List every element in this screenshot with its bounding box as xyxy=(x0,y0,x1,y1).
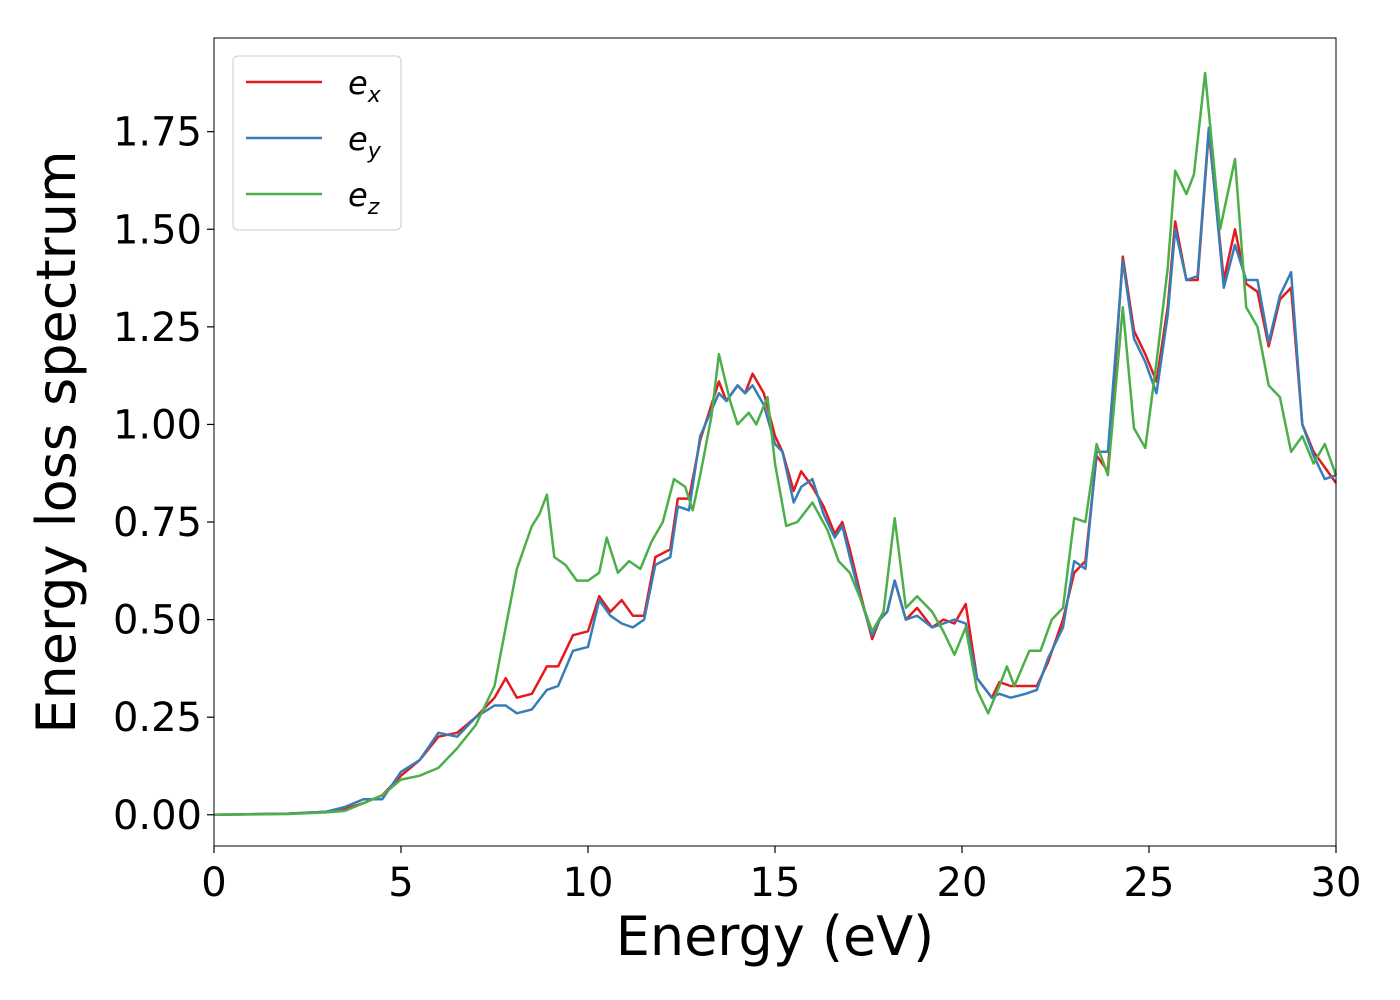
x-tick-label: 5 xyxy=(388,860,413,906)
y-axis: 0.00 0.25 0.50 0.75 1.00 1.25 1.50 1.75 xyxy=(113,110,214,839)
legend: ex ey ez xyxy=(232,55,402,231)
series-line-y xyxy=(213,126,1337,817)
y-tick-label: 0.50 xyxy=(113,598,202,644)
legend-label-x: ex xyxy=(348,64,382,108)
x-tick-label: 10 xyxy=(563,860,614,906)
x-tick-label: 20 xyxy=(937,860,988,906)
x-axis: 0 5 10 15 20 25 30 xyxy=(201,846,1361,906)
y-tick-label: 1.75 xyxy=(113,110,202,156)
x-axis-label: Energy (eV) xyxy=(616,905,935,968)
series-line-z xyxy=(213,71,1338,817)
series-layer xyxy=(213,71,1338,817)
y-tick-label: 0.00 xyxy=(113,793,202,839)
y-axis-label: Energy loss spectrum xyxy=(25,150,88,733)
x-tick-label: 0 xyxy=(201,860,226,906)
y-tick-label: 1.00 xyxy=(113,402,202,448)
y-tick-label: 0.75 xyxy=(113,500,202,546)
x-tick-label: 15 xyxy=(750,860,801,906)
legend-label-y: ey xyxy=(348,120,382,164)
legend-label-z: ez xyxy=(348,176,380,220)
x-tick-label: 30 xyxy=(1311,860,1362,906)
x-tick-label: 25 xyxy=(1124,860,1175,906)
y-tick-label: 1.25 xyxy=(113,305,202,351)
y-tick-label: 1.50 xyxy=(113,207,202,253)
legend-box xyxy=(232,55,402,231)
y-tick-label: 0.25 xyxy=(113,695,202,741)
